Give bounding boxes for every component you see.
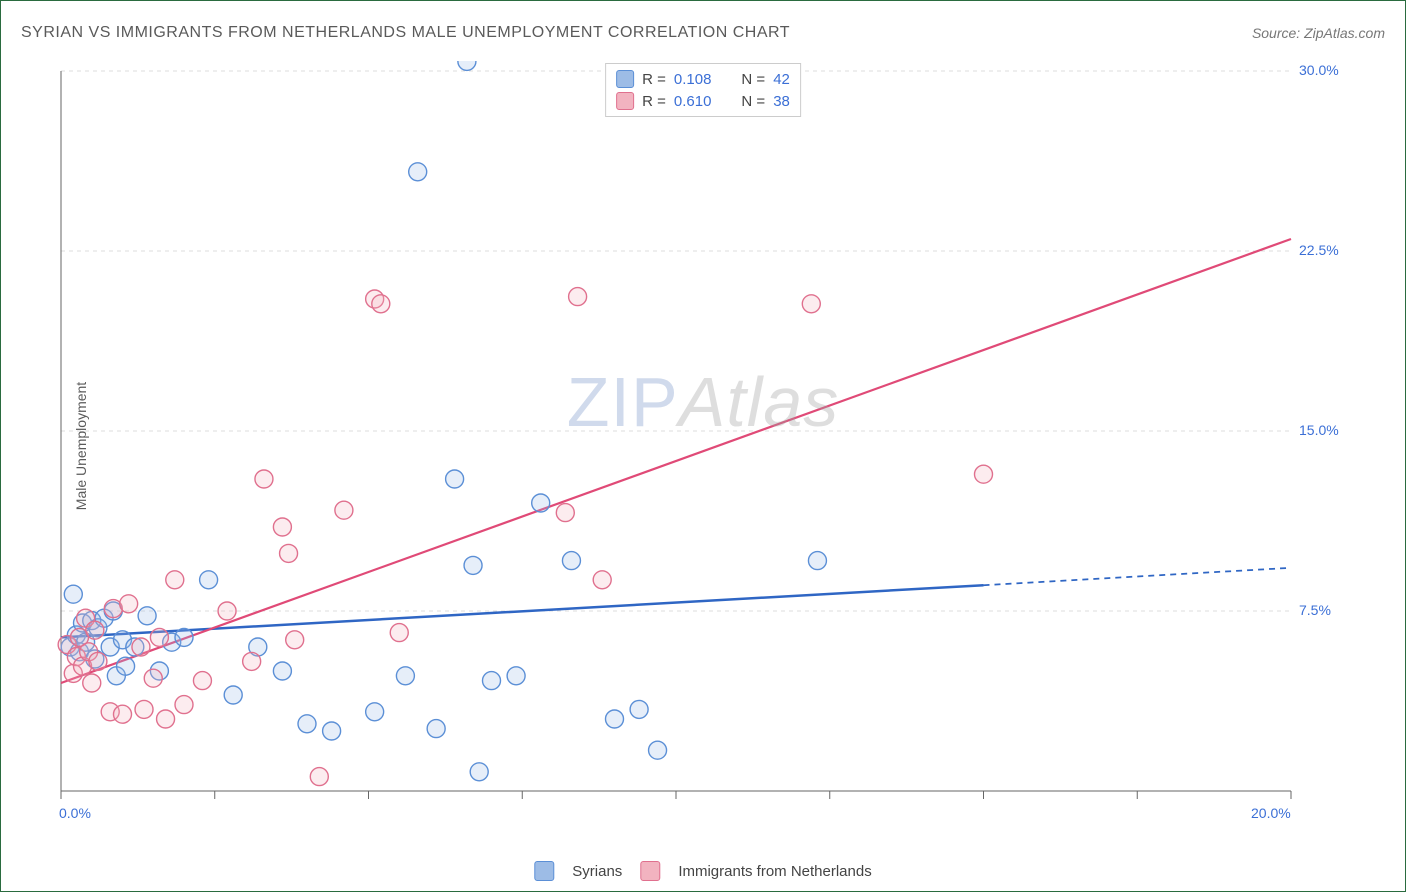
scatter-chart [51, 61, 1351, 821]
swatch-netherlands-icon [616, 92, 634, 110]
legend-label-syrians: Syrians [572, 863, 622, 880]
r-label: R = [642, 93, 666, 110]
r-label: R = [642, 71, 666, 88]
chart-title: SYRIAN VS IMMIGRANTS FROM NETHERLANDS MA… [21, 24, 790, 42]
n-value-netherlands: 38 [773, 93, 790, 110]
plot-area [51, 61, 1351, 821]
source-label: Source: ZipAtlas.com [1252, 25, 1385, 41]
n-label: N = [741, 93, 765, 110]
r-value-netherlands: 0.610 [674, 93, 712, 110]
x-tick-label: 0.0% [59, 805, 91, 821]
chart-page: SYRIAN VS IMMIGRANTS FROM NETHERLANDS MA… [0, 0, 1406, 892]
swatch-syrians-icon [616, 70, 634, 88]
swatch-netherlands-icon [640, 861, 660, 881]
swatch-syrians-icon [534, 861, 554, 881]
y-tick-label: 22.5% [1299, 242, 1339, 258]
y-tick-label: 15.0% [1299, 422, 1339, 438]
title-bar: SYRIAN VS IMMIGRANTS FROM NETHERLANDS MA… [21, 19, 1385, 47]
legend-stats: R = 0.108 N = 42 R = 0.610 N = 38 [605, 63, 801, 117]
legend-label-netherlands: Immigrants from Netherlands [678, 863, 871, 880]
n-label: N = [741, 71, 765, 88]
y-tick-label: 30.0% [1299, 62, 1339, 78]
x-tick-label: 20.0% [1251, 805, 1291, 821]
legend-stats-row-syrians: R = 0.108 N = 42 [616, 68, 790, 90]
r-value-syrians: 0.108 [674, 71, 712, 88]
legend-series: Syrians Immigrants from Netherlands [534, 861, 871, 881]
legend-stats-row-netherlands: R = 0.610 N = 38 [616, 90, 790, 112]
y-tick-label: 7.5% [1299, 602, 1331, 618]
n-value-syrians: 42 [773, 71, 790, 88]
